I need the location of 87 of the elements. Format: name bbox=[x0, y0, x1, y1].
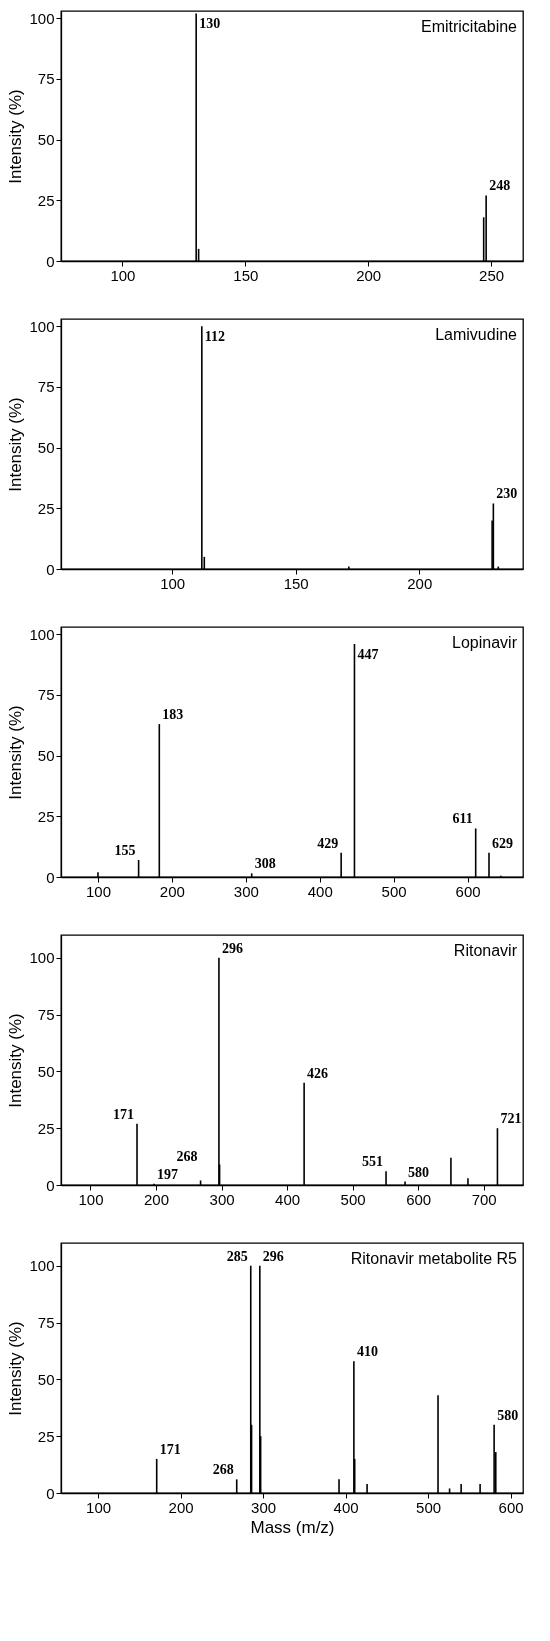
y-tick-label: 75 bbox=[37, 70, 55, 88]
chart-title: Lamivudine bbox=[435, 326, 518, 343]
y-axis-title: Intensity (%) bbox=[6, 705, 26, 800]
y-tick-label: 0 bbox=[46, 868, 55, 886]
y-tick-label: 25 bbox=[37, 191, 55, 209]
y-tick-label: 75 bbox=[37, 1314, 55, 1332]
annotation: 296 bbox=[221, 940, 243, 956]
x-tick-label: 200 bbox=[159, 882, 185, 900]
annotation: 551 bbox=[362, 1154, 384, 1170]
annotation: 447 bbox=[357, 646, 379, 662]
x-tick-label: 500 bbox=[416, 1498, 442, 1516]
y-tick-label: 75 bbox=[37, 1006, 55, 1024]
y-tick-label: 0 bbox=[46, 1176, 55, 1194]
y-tick-label: 100 bbox=[29, 9, 55, 27]
y-tick-label: 50 bbox=[37, 131, 55, 149]
y-tick-label: 25 bbox=[37, 499, 55, 517]
annotation: 410 bbox=[356, 1344, 378, 1360]
x-tick-label: 600 bbox=[498, 1498, 524, 1516]
annotation: 155 bbox=[114, 843, 136, 859]
x-tick-label: 600 bbox=[455, 882, 481, 900]
x-tick-label: 200 bbox=[356, 266, 382, 284]
x-tick-label: 600 bbox=[406, 1190, 432, 1208]
x-tick-label: 100 bbox=[160, 574, 186, 592]
y-axis-title: Intensity (%) bbox=[6, 89, 26, 184]
x-tick-label: 400 bbox=[275, 1190, 301, 1208]
x-tick-label: 200 bbox=[407, 574, 433, 592]
annotation: 171 bbox=[113, 1106, 135, 1122]
x-tick-label: 300 bbox=[251, 1498, 277, 1516]
annotation: 629 bbox=[492, 835, 513, 851]
y-tick-label: 100 bbox=[29, 949, 55, 967]
annotation: 248 bbox=[489, 178, 511, 194]
x-tick-label: 250 bbox=[479, 266, 505, 284]
x-tick-label: 100 bbox=[78, 1190, 104, 1208]
annotation: 285 bbox=[226, 1248, 248, 1264]
y-tick-label: 0 bbox=[46, 252, 55, 270]
x-tick-label: 100 bbox=[110, 266, 136, 284]
annotation: 308 bbox=[254, 856, 276, 872]
y-tick-label: 50 bbox=[37, 1370, 55, 1388]
annotation: 429 bbox=[317, 835, 339, 851]
annotation: 721 bbox=[500, 1111, 522, 1127]
annotation: 611 bbox=[452, 811, 473, 827]
x-tick-label: 200 bbox=[168, 1498, 194, 1516]
annotation: 183 bbox=[162, 707, 184, 723]
annotation: 197 bbox=[157, 1166, 179, 1182]
y-tick-label: 25 bbox=[37, 807, 55, 825]
annotation: 130 bbox=[199, 16, 221, 32]
x-tick-label: 100 bbox=[85, 882, 111, 900]
y-tick-label: 25 bbox=[37, 1427, 55, 1445]
y-tick-label: 25 bbox=[37, 1119, 55, 1137]
x-tick-label: 500 bbox=[340, 1190, 366, 1208]
x-axis-title: Mass (m/z) bbox=[250, 1517, 335, 1537]
annotation: 580 bbox=[408, 1164, 430, 1180]
y-axis-title: Intensity (%) bbox=[6, 1321, 26, 1416]
annotation: 580 bbox=[497, 1407, 519, 1423]
y-tick-label: 0 bbox=[46, 1484, 55, 1502]
y-tick-label: 100 bbox=[29, 625, 55, 643]
y-tick-label: 100 bbox=[29, 317, 55, 335]
x-tick-label: 200 bbox=[144, 1190, 170, 1208]
y-tick-label: 0 bbox=[46, 560, 55, 578]
y-axis-title: Intensity (%) bbox=[6, 397, 26, 492]
y-tick-label: 50 bbox=[37, 747, 55, 765]
x-tick-label: 500 bbox=[381, 882, 407, 900]
chart-title: Ritonavir metabolite R5 bbox=[350, 1250, 518, 1267]
annotation: 268 bbox=[212, 1462, 234, 1478]
y-tick-label: 100 bbox=[29, 1257, 55, 1275]
chart-title: Ritonavir bbox=[453, 942, 518, 959]
annotation: 268 bbox=[176, 1149, 198, 1165]
x-tick-label: 300 bbox=[233, 882, 259, 900]
x-tick-label: 400 bbox=[307, 882, 333, 900]
x-tick-label: 150 bbox=[283, 574, 309, 592]
y-tick-label: 75 bbox=[37, 686, 55, 704]
x-tick-label: 150 bbox=[233, 266, 259, 284]
annotation: 426 bbox=[307, 1065, 329, 1081]
y-tick-label: 50 bbox=[37, 1062, 55, 1080]
x-tick-label: 100 bbox=[86, 1498, 112, 1516]
y-axis-title: Intensity (%) bbox=[6, 1013, 26, 1108]
x-tick-label: 400 bbox=[333, 1498, 359, 1516]
chart-title: Emitricitabine bbox=[420, 18, 518, 35]
annotation: 171 bbox=[159, 1441, 181, 1457]
y-tick-label: 50 bbox=[37, 439, 55, 457]
annotation: 230 bbox=[496, 486, 518, 502]
y-tick-label: 75 bbox=[37, 378, 55, 396]
chart-title: Lopinavir bbox=[452, 634, 518, 651]
x-tick-label: 300 bbox=[209, 1190, 235, 1208]
annotation: 296 bbox=[262, 1248, 284, 1264]
annotation: 112 bbox=[204, 329, 226, 345]
x-tick-label: 700 bbox=[471, 1190, 497, 1208]
